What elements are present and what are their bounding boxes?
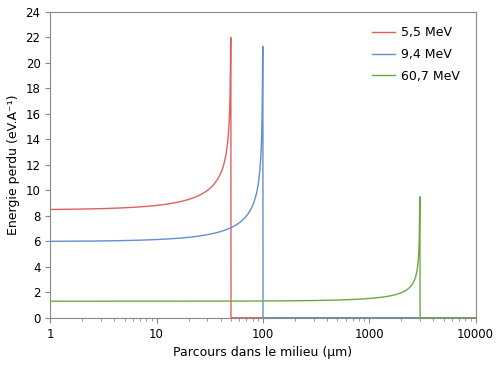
9,4 MeV (260, 315, 266, 320)
5,5 MeV (363, 315, 369, 320)
5,5 MeV (228, 315, 234, 320)
5,5 MeV (201, 190, 207, 195)
9,4 MeV (260, 44, 266, 49)
60,7 MeV (472, 315, 478, 320)
5,5 MeV (299, 315, 305, 320)
60,7 MeV (363, 296, 369, 301)
9,4 MeV (299, 315, 305, 320)
9,4 MeV (363, 315, 369, 320)
Y-axis label: Energie perdu (eV.A⁻¹): Energie perdu (eV.A⁻¹) (7, 95, 20, 235)
60,7 MeV (299, 299, 305, 303)
5,5 MeV (318, 315, 324, 320)
5,5 MeV (47, 207, 53, 212)
9,4 MeV (472, 315, 478, 320)
Line: 9,4 MeV: 9,4 MeV (50, 46, 475, 318)
60,7 MeV (417, 194, 423, 199)
Legend: 5,5 MeV, 9,4 MeV, 60,7 MeV: 5,5 MeV, 9,4 MeV, 60,7 MeV (367, 21, 465, 88)
9,4 MeV (318, 315, 324, 320)
9,4 MeV (69, 239, 75, 243)
9,4 MeV (385, 315, 391, 320)
X-axis label: Parcours dans le milieu (μm): Parcours dans le milieu (μm) (173, 346, 352, 359)
5,5 MeV (227, 35, 233, 40)
5,5 MeV (385, 315, 391, 320)
60,7 MeV (201, 299, 207, 303)
60,7 MeV (318, 298, 324, 303)
60,7 MeV (417, 315, 423, 320)
9,4 MeV (47, 239, 53, 243)
60,7 MeV (47, 299, 53, 303)
5,5 MeV (472, 315, 478, 320)
Line: 60,7 MeV: 60,7 MeV (50, 197, 475, 318)
5,5 MeV (69, 207, 75, 212)
60,7 MeV (69, 299, 75, 303)
Line: 5,5 MeV: 5,5 MeV (50, 37, 475, 318)
9,4 MeV (201, 233, 207, 238)
60,7 MeV (385, 294, 391, 298)
